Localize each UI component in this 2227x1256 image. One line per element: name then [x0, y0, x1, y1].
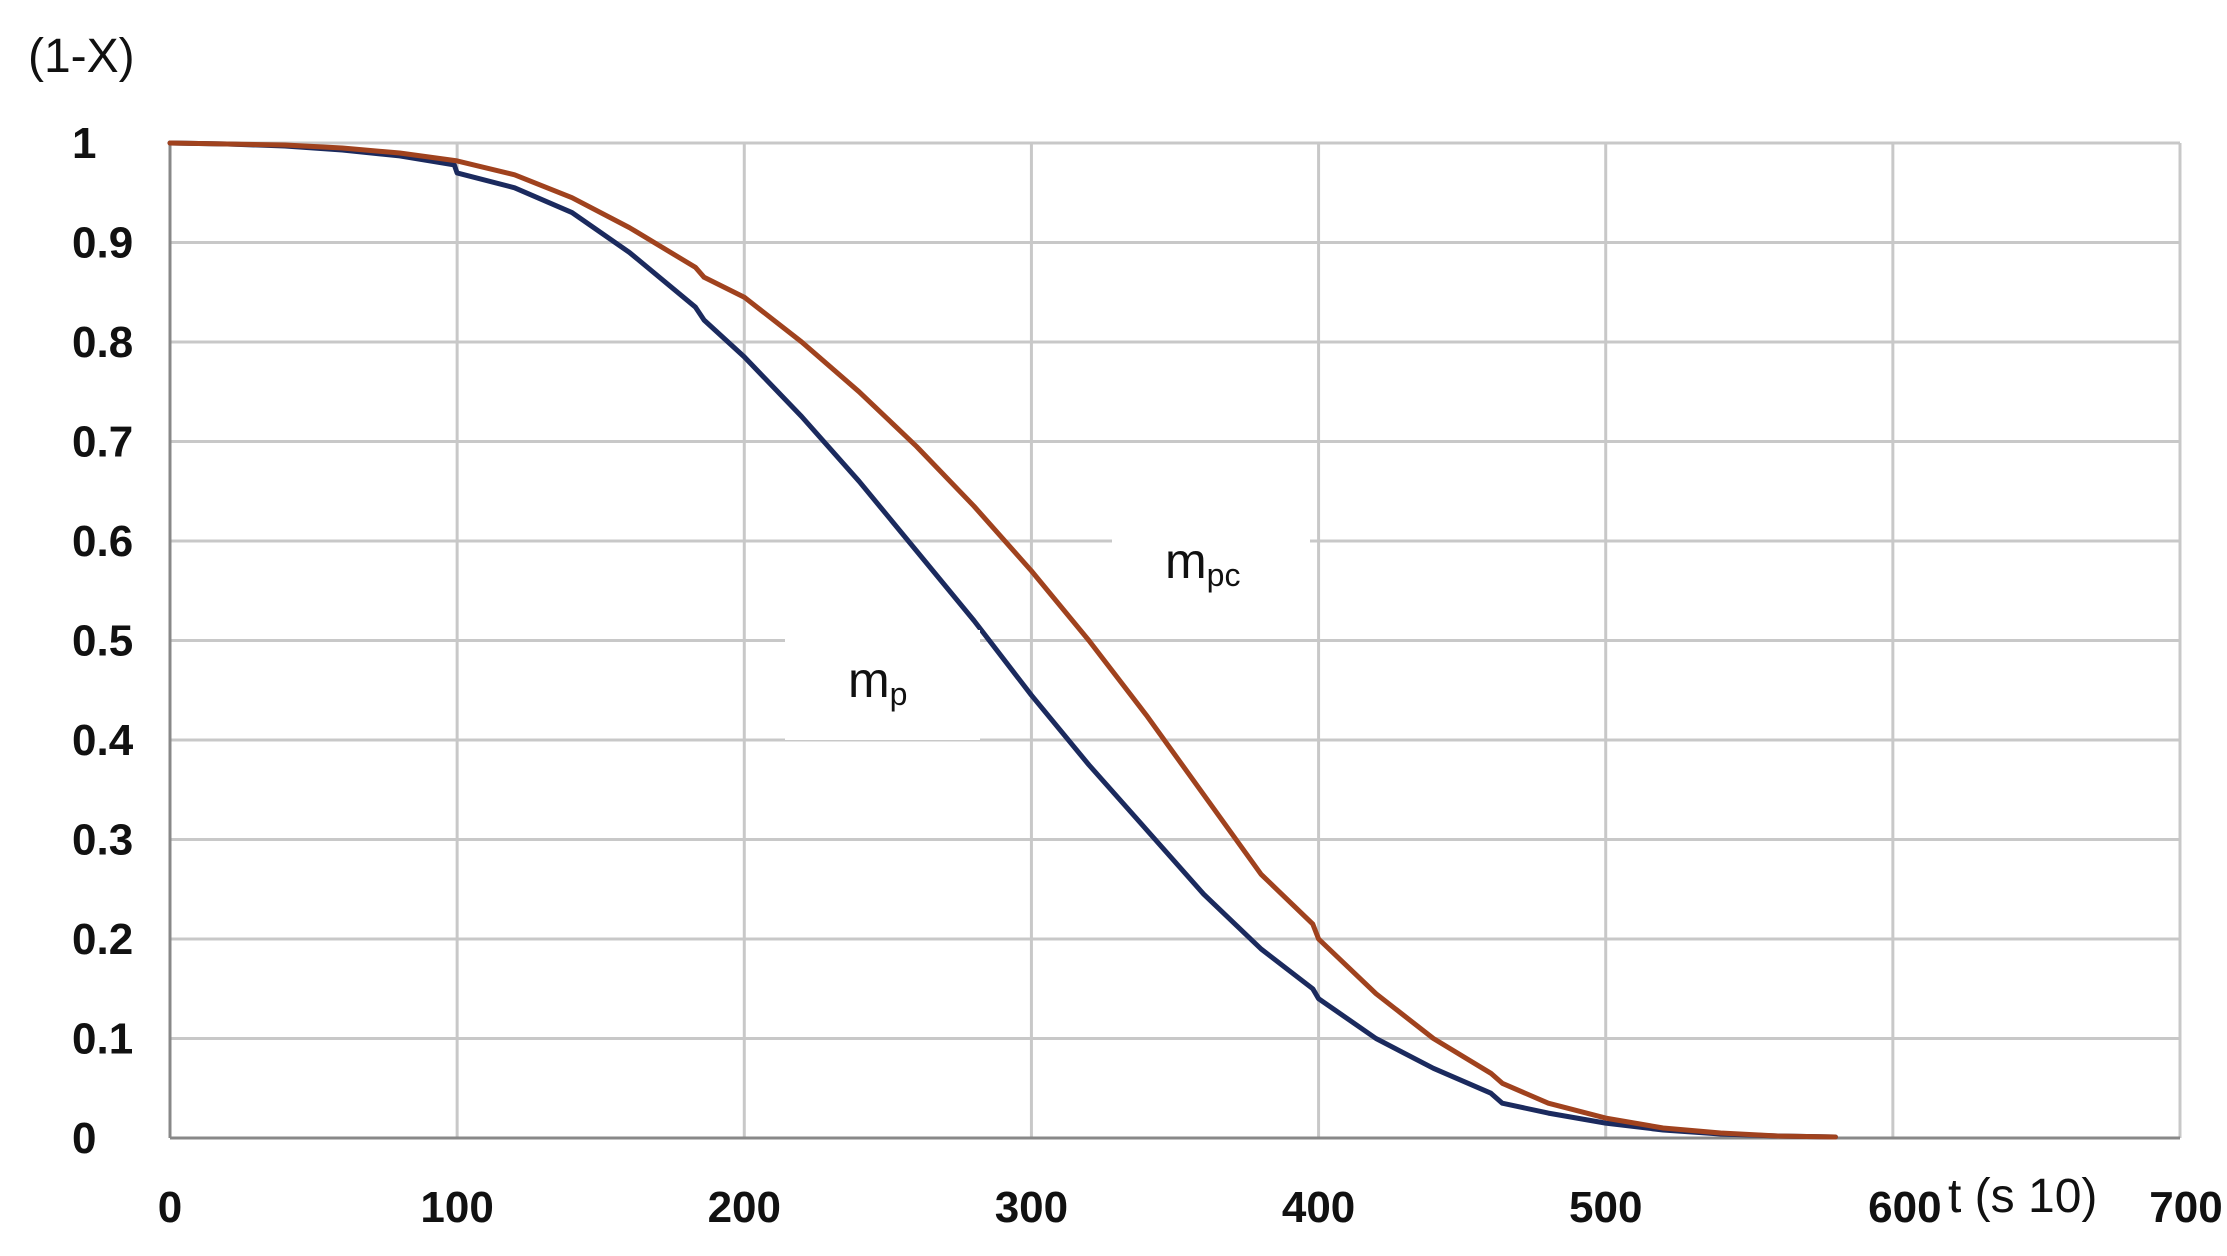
- series-label-mpc-sub: pc: [1207, 557, 1241, 593]
- y-tick-label: 0.4: [72, 716, 134, 765]
- x-tick-label: 500: [1569, 1183, 1642, 1232]
- x-tick-label: 300: [995, 1183, 1068, 1232]
- series-label-mp: mp: [848, 652, 907, 712]
- y-tick-label: 1: [72, 119, 96, 168]
- series-label-mpc-main: m: [1165, 533, 1207, 589]
- y-tick-label: 0: [72, 1114, 96, 1163]
- y-tick-label: 0.2: [72, 915, 133, 964]
- axes: [168, 143, 2180, 1140]
- mpc-label-background: [1112, 528, 1310, 624]
- y-tick-label: 0.8: [72, 318, 133, 367]
- x-tick-label: 200: [708, 1183, 781, 1232]
- y-tick-label: 0.6: [72, 517, 133, 566]
- series-label-mp-sub: p: [890, 676, 908, 712]
- series-line-mp: [167, 140, 1838, 1140]
- x-tick-label: 600: [1868, 1183, 1941, 1232]
- series-label-mp-main: m: [848, 652, 890, 708]
- series-line-mpc: [167, 140, 1838, 1140]
- x-tick-label: 700: [2149, 1183, 2222, 1232]
- series-label-mpc: mpc: [1165, 533, 1240, 593]
- y-axis-label: (1-X): [28, 30, 135, 83]
- y-tick-label: 0.3: [72, 816, 133, 865]
- y-tick-label: 0.1: [72, 1015, 133, 1064]
- y-tick-label: 0.7: [72, 418, 133, 467]
- y-tick-label: 0.9: [72, 219, 133, 268]
- x-tick-label: 0: [158, 1183, 182, 1232]
- y-tick-label: 0.5: [72, 617, 133, 666]
- series-group: [167, 140, 1838, 1140]
- x-tick-label: 100: [420, 1183, 493, 1232]
- x-tick-label: 400: [1282, 1183, 1355, 1232]
- x-axis-label: t (s 10): [1948, 1170, 2097, 1223]
- mp-label-background: [785, 630, 980, 740]
- grid: [168, 141, 2182, 1140]
- tick-labels: 0 0.1 0.2 0.3 0.4 0.5 0.6 0.7 0.8 0.9 1 0 100 200 300 4…: [72, 119, 2223, 1232]
